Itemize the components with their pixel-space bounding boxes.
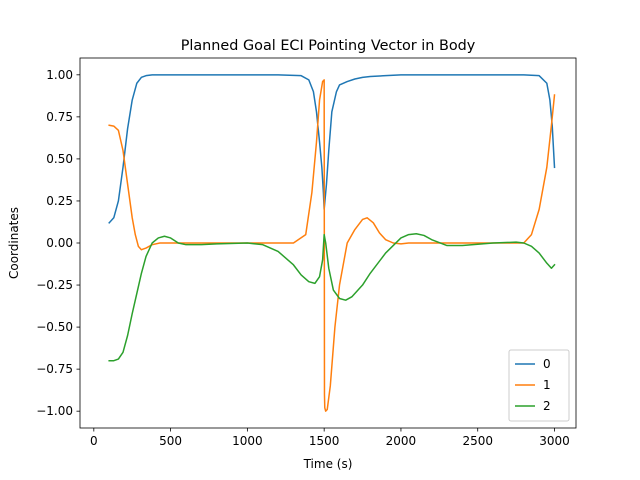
x-tick-label: 3000	[539, 434, 570, 448]
legend-label: 1	[543, 378, 551, 392]
y-tick-label: 0.25	[46, 194, 73, 208]
y-tick-label: −1.00	[36, 404, 73, 418]
y-tick-label: −0.25	[36, 278, 73, 292]
x-axis-label: Time (s)	[303, 457, 353, 471]
series-layer	[108, 74, 556, 412]
y-tick-label: 1.00	[46, 68, 73, 82]
x-tick-label: 0	[90, 434, 98, 448]
x-tick-label: 1500	[309, 434, 340, 448]
y-tick-label: 0.00	[46, 236, 73, 250]
x-tick-label: 2500	[462, 434, 493, 448]
y-tick-label: −0.75	[36, 362, 73, 376]
series-line-2	[108, 233, 556, 362]
x-tick-label: 1000	[232, 434, 263, 448]
y-axis: −1.00 −0.75 −0.50 −0.25 0.00 0.25 0.50 0.75 1.00	[36, 68, 80, 418]
y-axis-label: Coordinates	[7, 207, 21, 279]
x-axis: 0 500 1000 1500 2000 2500 3000	[90, 428, 570, 448]
y-tick-label: 0.50	[46, 152, 73, 166]
legend: 0 1 2	[508, 349, 570, 422]
legend-label: 0	[543, 357, 551, 371]
legend-box	[508, 349, 570, 422]
y-tick-label: 0.75	[46, 110, 73, 124]
x-tick-label: 2000	[386, 434, 417, 448]
x-tick-label: 500	[159, 434, 182, 448]
legend-label: 2	[543, 399, 551, 413]
chart-title: Planned Goal ECI Pointing Vector in Body	[181, 38, 476, 54]
y-tick-label: −0.50	[36, 320, 73, 334]
